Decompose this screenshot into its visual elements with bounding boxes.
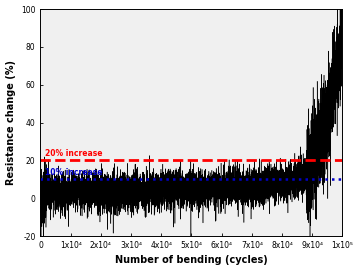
Text: 20% increase: 20% increase: [45, 149, 103, 158]
Y-axis label: Resistance change (%): Resistance change (%): [5, 60, 15, 185]
Text: 10% increase: 10% increase: [45, 167, 103, 176]
X-axis label: Number of bending (cycles): Number of bending (cycles): [115, 256, 268, 265]
